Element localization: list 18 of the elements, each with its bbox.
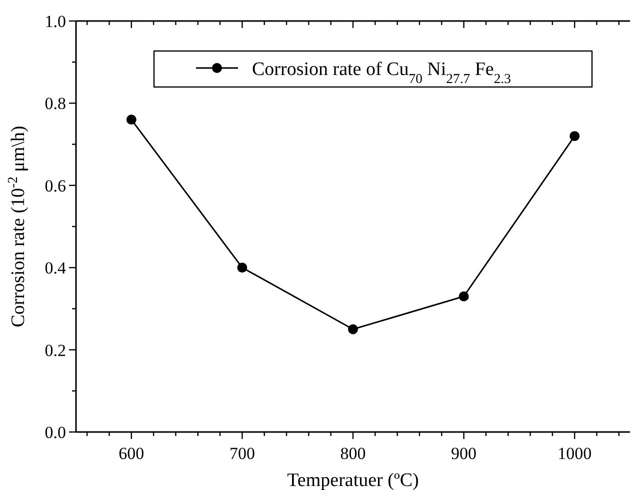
y-tick-label: 0.8 [44,94,66,114]
y-tick-label: 0.0 [44,423,66,442]
x-tick-label: 700 [229,444,255,463]
y-tick-label: 0.6 [44,176,66,196]
x-tick-label: 900 [451,444,477,463]
point [126,114,136,125]
point [348,324,358,334]
point [237,262,248,273]
x-tick-label: 1000 [558,444,592,463]
point [570,131,580,142]
x-tick-label: 800 [340,444,366,463]
y-tick-label: 0.4 [44,258,66,278]
x-axis-title: Temperatuer (ºC) [287,470,419,490]
y-tick-label: 1.0 [44,12,66,31]
legend-label: Corrosion rate of Cu$_{70}$ Ni$_{27.7}$ Fe$_{2.3}$ [252,59,512,86]
x-tick-label: 600 [118,444,144,463]
y-tick-label: 0.2 [44,340,66,360]
point [458,291,469,302]
